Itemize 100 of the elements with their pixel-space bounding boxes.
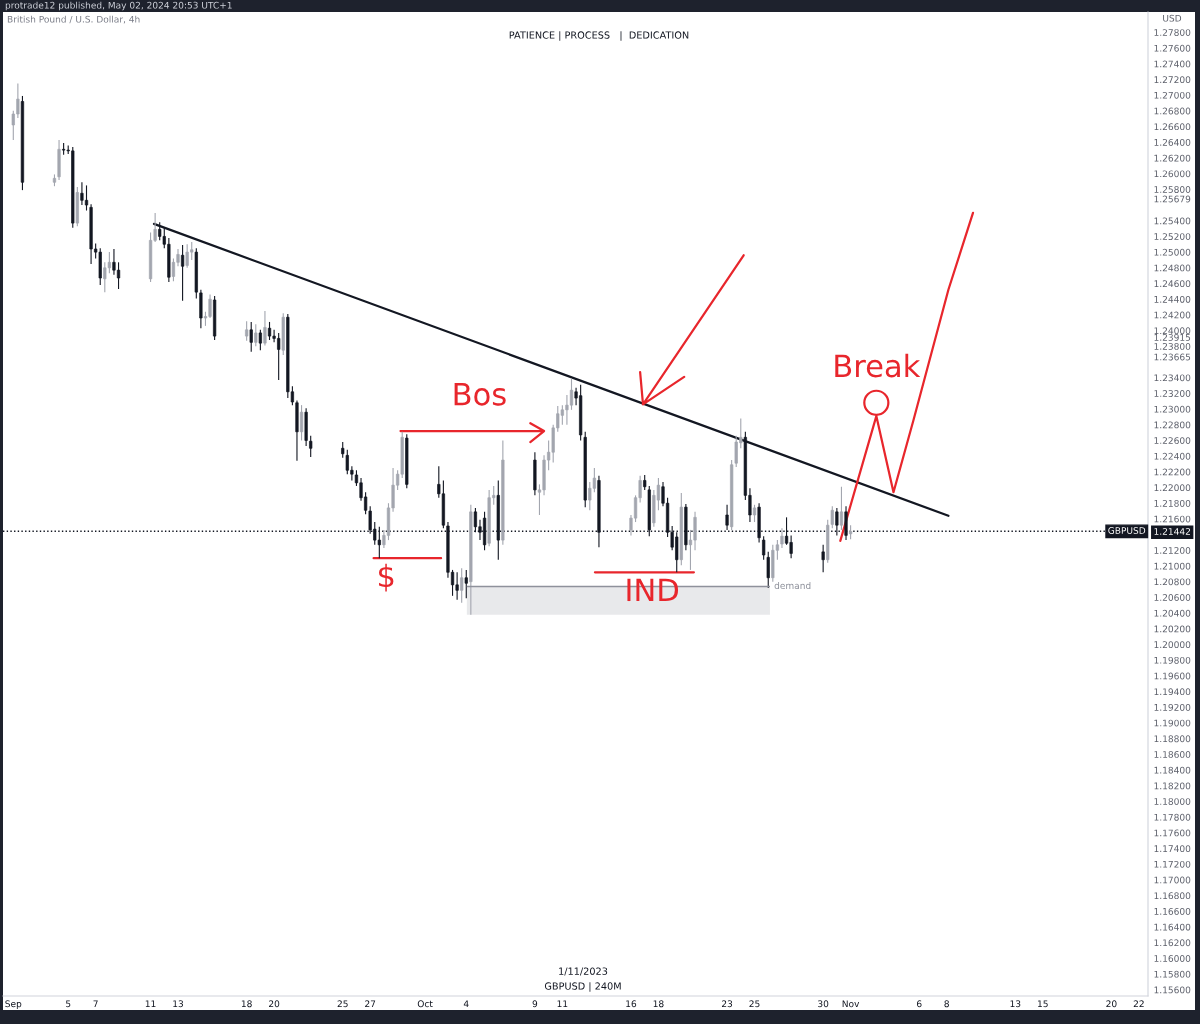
y-tick-label: 1.22200 xyxy=(1154,468,1191,476)
y-tick-label: 1.21442 xyxy=(1154,528,1190,535)
y-tick-label: 1.25400 xyxy=(1154,217,1191,225)
y-tick-label: 1.22600 xyxy=(1154,437,1191,444)
x-tick-label: 23 xyxy=(721,1000,733,1008)
y-tick-label: 1.19800 xyxy=(1154,656,1191,664)
candlestick xyxy=(299,404,304,441)
y-tick-label: 1.26000 xyxy=(1154,170,1191,178)
x-tick-label: 27 xyxy=(365,1000,376,1008)
x-tick-label: 15 xyxy=(1038,1000,1048,1008)
y-tick-label: 1.27800 xyxy=(1154,29,1191,36)
y-tick-label: 1.26200 xyxy=(1154,154,1191,162)
x-tick-label: 11 xyxy=(557,1000,568,1008)
candlestick xyxy=(180,244,185,302)
y-tick-label: 1.21000 xyxy=(1154,562,1191,570)
candlestick xyxy=(569,377,574,411)
y-tick-label: 1.17200 xyxy=(1154,860,1191,868)
candlestick xyxy=(263,310,267,347)
y-tick-label: 1.23665 xyxy=(1154,353,1191,361)
x-tick-label: 25 xyxy=(337,1000,348,1008)
y-tick-label: 1.27000 xyxy=(1154,91,1191,99)
candlestick xyxy=(249,321,253,353)
annotation: Bos xyxy=(454,382,506,406)
candlestick xyxy=(254,323,258,347)
y-tick-label: 1.16000 xyxy=(1154,955,1191,962)
y-tick-label: 1.20800 xyxy=(1154,578,1191,586)
candlestick xyxy=(821,544,825,573)
y-tick-label: 1.18200 xyxy=(1154,782,1191,790)
y-tick-label: 1.21800 xyxy=(1154,499,1191,507)
x-tick-label: 9 xyxy=(532,1000,538,1008)
x-tick-label: 8 xyxy=(944,1000,949,1008)
y-tick-label: 1.22000 xyxy=(1154,484,1191,492)
y-tick-label: 1.17400 xyxy=(1154,845,1191,853)
candlestick xyxy=(839,486,844,531)
y-tick-label: 1.20200 xyxy=(1154,625,1191,633)
y-tick-label: 1.23000 xyxy=(1154,405,1191,413)
y-tick-label: 1.16400 xyxy=(1154,923,1191,931)
y-tick-label: 1.19400 xyxy=(1154,688,1191,696)
candlestick xyxy=(208,293,212,319)
x-tick-label: 18 xyxy=(653,1000,664,1008)
candlestick xyxy=(464,569,468,599)
y-tick-label: 1.20600 xyxy=(1154,594,1191,601)
candlestick xyxy=(455,571,459,601)
candlestick xyxy=(116,261,121,290)
annotation: GBPUSD | 240M xyxy=(544,982,621,992)
y-tick-label: 1.23400 xyxy=(1154,374,1191,382)
y-tick-label: 1.23800 xyxy=(1154,343,1191,350)
candlestick xyxy=(171,257,176,282)
x-tick-label: 13 xyxy=(173,1000,184,1008)
y-tick-label: 1.20400 xyxy=(1154,609,1191,617)
y-tick-label: 1.27400 xyxy=(1154,60,1191,68)
x-tick-label: 7 xyxy=(93,1000,98,1008)
y-tick-label: 1.24200 xyxy=(1154,311,1191,319)
y-tick-label: 1.19000 xyxy=(1154,719,1191,727)
y-tick-label: 1.20000 xyxy=(1154,641,1191,649)
candlestick xyxy=(267,321,272,341)
candlestick xyxy=(80,181,84,206)
text: PATIENCE | PROCESS | DEDICATION xyxy=(509,31,689,41)
chart-title: British Pound / U.S. Dollar, 4h xyxy=(7,15,140,24)
y-tick-label: 1.23200 xyxy=(1154,390,1191,397)
candlestick xyxy=(762,535,766,561)
y-tick-label: 1.26600 xyxy=(1154,123,1191,131)
candlestick xyxy=(103,261,107,293)
x-tick-label: 20 xyxy=(269,1000,280,1008)
x-tick-label: Sep xyxy=(5,1000,22,1009)
ref-line-label: GBPUSD xyxy=(1108,527,1146,534)
series-label: demand xyxy=(774,582,811,590)
y-tick-label: 1.24600 xyxy=(1154,280,1191,288)
y-axis-title: USD xyxy=(1163,14,1182,22)
annotation: Break xyxy=(835,353,921,378)
candlestick xyxy=(245,320,249,342)
candlestick xyxy=(789,534,793,559)
candlestick xyxy=(112,248,116,276)
candlestick xyxy=(309,435,313,458)
candlestick xyxy=(766,551,770,589)
y-tick-label: 1.19600 xyxy=(1154,672,1191,680)
y-tick-label: 1.23915 xyxy=(1154,333,1191,341)
y-tick-label: 1.26400 xyxy=(1154,138,1191,146)
x-tick-label: 20 xyxy=(1106,1000,1117,1008)
candlestick xyxy=(588,481,592,511)
x-tick-label: 5 xyxy=(66,1000,71,1008)
y-tick-label: 1.25800 xyxy=(1154,186,1191,193)
x-tick-label: 4 xyxy=(463,1000,469,1008)
y-tick-label: 1.16200 xyxy=(1154,939,1191,947)
x-tick-label: Nov xyxy=(842,1000,860,1008)
y-tick-label: 1.15800 xyxy=(1154,970,1191,978)
y-tick-label: 1.16800 xyxy=(1154,892,1191,900)
y-tick-label: 1.22400 xyxy=(1154,452,1191,460)
candlestick xyxy=(460,567,464,604)
y-tick-label: 1.27600 xyxy=(1154,44,1191,52)
y-tick-label: 1.17600 xyxy=(1154,829,1191,837)
x-tick-label: 16 xyxy=(626,1000,637,1008)
y-tick-label: 1.18600 xyxy=(1154,751,1191,758)
x-tick-label: 25 xyxy=(749,1000,760,1008)
y-tick-label: 1.18400 xyxy=(1154,766,1191,774)
candlestick xyxy=(693,511,697,551)
x-tick-label: 22 xyxy=(1133,1000,1144,1008)
y-tick-label: 1.26800 xyxy=(1154,107,1191,115)
y-tick-label: 1.17000 xyxy=(1154,876,1191,884)
x-tick-label: Oct xyxy=(417,1000,433,1008)
